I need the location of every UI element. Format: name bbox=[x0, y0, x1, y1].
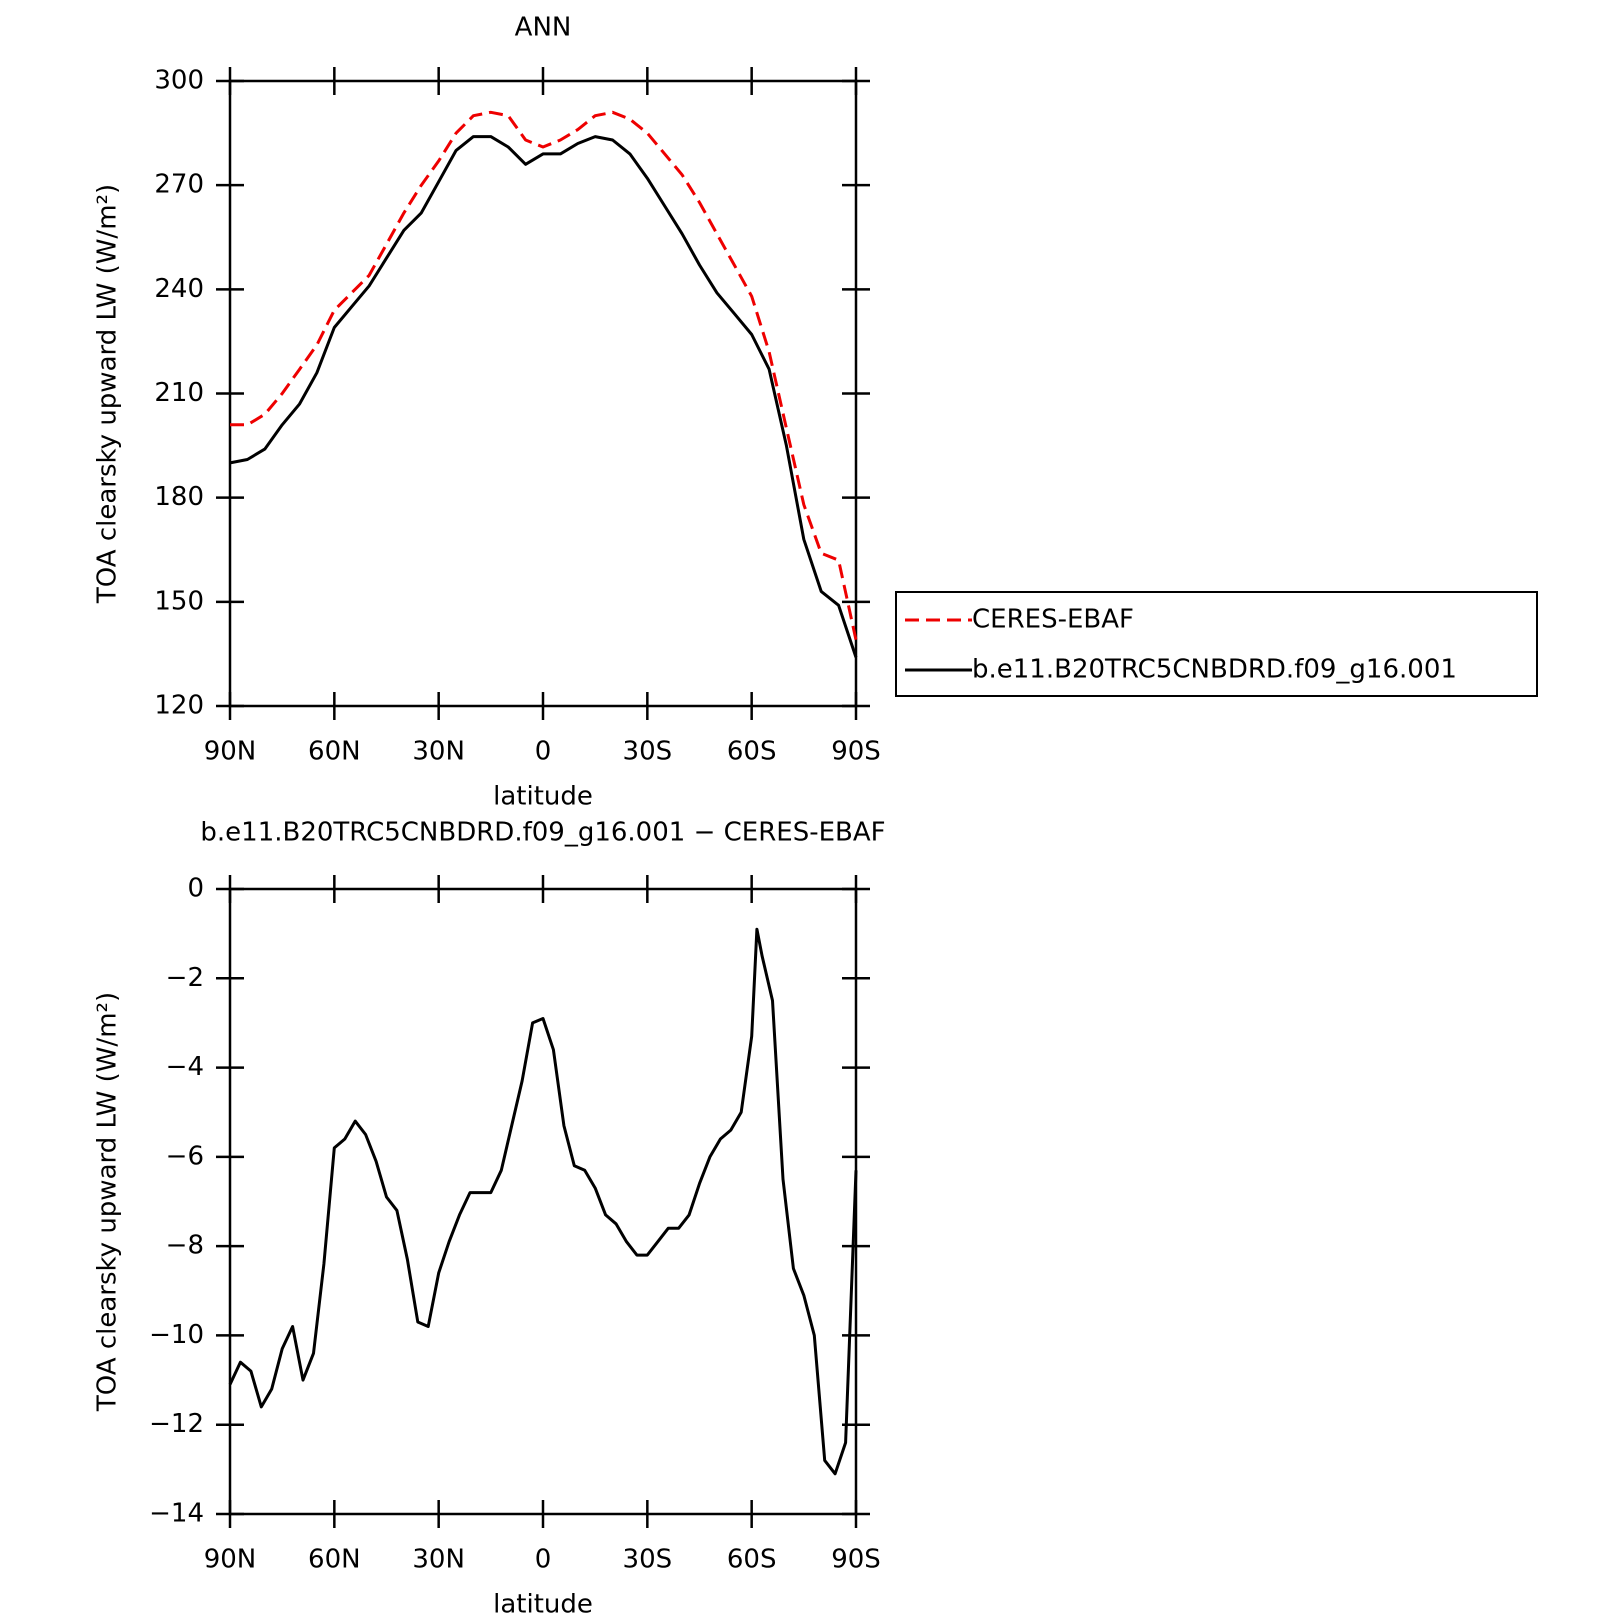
x-tick-label: 0 bbox=[535, 1545, 552, 1575]
x-tick-label: 30S bbox=[623, 737, 673, 767]
x-tick-label: 0 bbox=[535, 737, 552, 767]
x-tick-label: 30N bbox=[412, 1545, 465, 1575]
plot-frame bbox=[228, 79, 858, 708]
chart-title: b.e11.B20TRC5CNBDRD.f09_g16.001 − CERES-… bbox=[200, 818, 885, 848]
y-tick-label: 180 bbox=[154, 482, 204, 512]
series-line bbox=[228, 927, 858, 1476]
legend-label: CERES-EBAF bbox=[972, 605, 1134, 635]
y-tick-label: 270 bbox=[154, 170, 204, 200]
y-axis-label: TOA clearsky upward LW (W/m²) bbox=[93, 184, 123, 604]
y-tick-label: −8 bbox=[166, 1231, 204, 1261]
x-tick-label: 60S bbox=[727, 1545, 777, 1575]
x-tick-label: 90N bbox=[204, 737, 257, 767]
y-axis-label: TOA clearsky upward LW (W/m²) bbox=[93, 992, 123, 1412]
y-tick-label: −4 bbox=[166, 1052, 204, 1082]
y-tick-label: 210 bbox=[154, 378, 204, 408]
x-axis-label: latitude bbox=[493, 1590, 593, 1620]
y-tick-label: 240 bbox=[154, 274, 204, 304]
x-tick-label: 30S bbox=[623, 1545, 673, 1575]
plot-frame bbox=[228, 887, 858, 1516]
y-tick-label: 120 bbox=[154, 691, 204, 721]
x-axis-label: latitude bbox=[493, 782, 593, 812]
legend-box bbox=[895, 591, 1538, 697]
y-tick-label: 300 bbox=[154, 66, 204, 96]
y-tick-label: −14 bbox=[149, 1499, 204, 1529]
x-tick-label: 90S bbox=[831, 1545, 881, 1575]
x-tick-label: 90N bbox=[204, 1545, 257, 1575]
y-tick-label: 0 bbox=[187, 874, 204, 904]
series-line bbox=[229, 135, 858, 658]
y-tick-label: −10 bbox=[149, 1320, 204, 1350]
x-tick-label: 90S bbox=[831, 737, 881, 767]
y-tick-label: 150 bbox=[154, 586, 204, 616]
chart-title: ANN bbox=[515, 13, 572, 43]
x-tick-label: 60S bbox=[727, 737, 777, 767]
x-tick-label: 60N bbox=[308, 737, 361, 767]
y-tick-label: −6 bbox=[166, 1141, 204, 1171]
series-line bbox=[230, 110, 858, 641]
y-tick-label: −12 bbox=[149, 1409, 204, 1439]
x-tick-label: 60N bbox=[308, 1545, 361, 1575]
x-tick-label: 30N bbox=[412, 737, 465, 767]
y-tick-label: −2 bbox=[166, 963, 204, 993]
legend-label: b.e11.B20TRC5CNBDRD.f09_g16.001 bbox=[972, 655, 1457, 685]
